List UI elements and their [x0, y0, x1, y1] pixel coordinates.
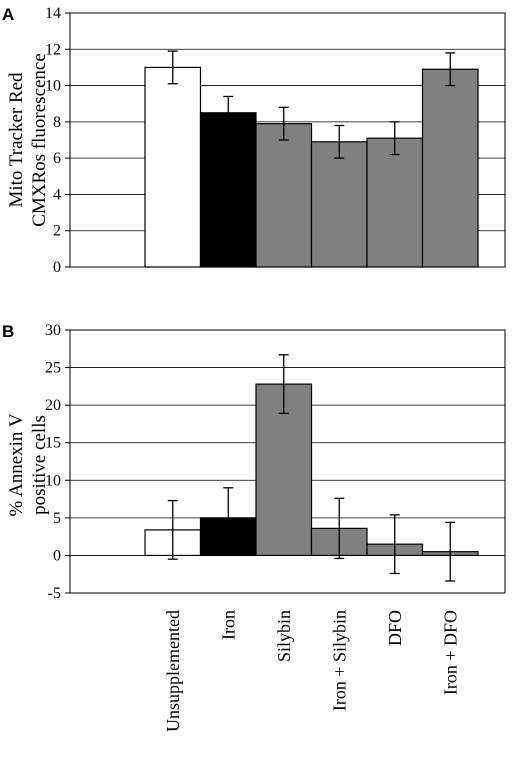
y-tick-label: 6: [53, 150, 61, 167]
panel-b-ylabel-line2: positive cells: [29, 415, 50, 515]
y-tick-label: 12: [45, 41, 61, 58]
bar: [310, 141, 368, 268]
category-label: Iron: [218, 610, 238, 640]
y-tick-label: 0: [53, 259, 61, 276]
category-label: Unsupplemented: [163, 610, 183, 732]
panel-a: A Mito Tracker Red CMXRos fluorescence 0…: [2, 5, 506, 276]
panel-a-ylabel-line1: Mito Tracker Red: [6, 72, 27, 208]
category-label: Iron + Silybin: [329, 610, 349, 711]
panel-b-plot: -5 0 5 10 15 20 25 30 Unsupplemented Iron Silybin I…: [45, 322, 506, 732]
y-tick-label: 10: [45, 472, 61, 489]
panel-b-letter: B: [2, 322, 14, 341]
y-tick-label: 30: [45, 322, 61, 339]
y-tick-label: 4: [53, 186, 61, 203]
panel-b: B % Annexin V positive cells -5 0 5 10 15 20 2…: [2, 322, 506, 732]
category-label: DFO: [385, 610, 405, 646]
bar: [421, 68, 479, 268]
panel-a-ylabel-line2: CMXRos fluorescence: [29, 53, 50, 227]
y-tick-label: 20: [45, 397, 61, 414]
panel-b-ylabel-line1: % Annexin V: [6, 413, 27, 516]
category-label: Iron + DFO: [440, 610, 460, 695]
y-tick-label: 8: [53, 114, 61, 131]
bar: [366, 137, 424, 268]
y-tick-label: 2: [53, 223, 61, 240]
y-tick-label: 5: [53, 510, 61, 527]
bar: [144, 66, 202, 268]
bar: [255, 123, 313, 268]
category-label: Silybin: [274, 610, 294, 662]
bar: [199, 112, 257, 268]
y-tick-label: 10: [45, 78, 61, 95]
y-tick-label: 25: [45, 360, 61, 377]
y-tick-label: -5: [48, 585, 61, 602]
y-tick-label: 15: [45, 435, 61, 452]
y-tick-label: 14: [45, 5, 61, 22]
panel-a-letter: A: [2, 5, 14, 24]
y-tick-label: 0: [53, 547, 61, 564]
panel-a-plot: 0 2 4 6 8 10 12 14: [45, 5, 506, 276]
